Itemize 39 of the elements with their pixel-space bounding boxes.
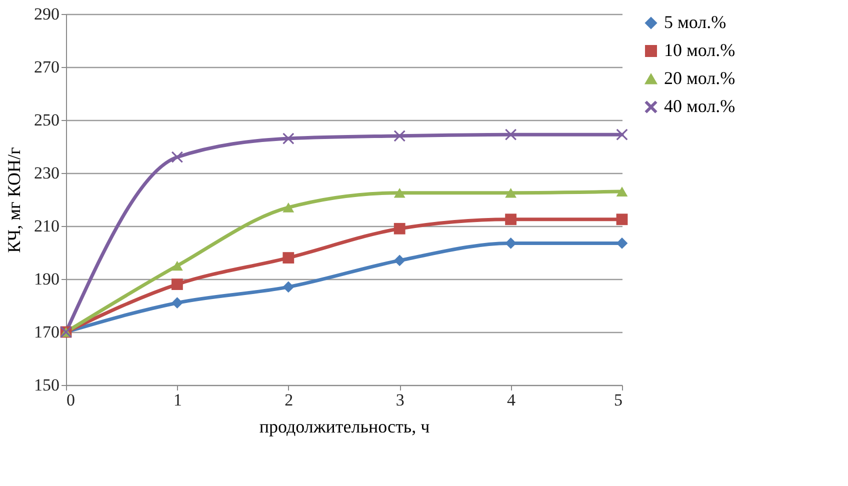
point [172, 297, 183, 309]
x-tick-label: 2 [284, 390, 294, 410]
y-tick-label: 150 [34, 376, 60, 394]
point [282, 132, 294, 144]
point [616, 186, 628, 196]
x-tick-label: 4 [507, 390, 516, 410]
x-tick-label: 1 [173, 390, 182, 410]
y-tick-label: 290 [34, 4, 60, 24]
point [394, 222, 406, 234]
y-tick-label: 190 [34, 270, 60, 288]
point [505, 128, 516, 140]
point [394, 188, 406, 198]
point [616, 214, 628, 226]
legend-label: 40 мол.% [664, 96, 736, 116]
point [505, 238, 516, 249]
x-tick-label: 5 [614, 390, 622, 410]
legend-label: 20 мол.% [664, 68, 736, 88]
y-tick-label: 250 [34, 110, 60, 130]
x-axis-title: продолжительность, ч [259, 416, 430, 436]
y-axis-title: КЧ, мг КОН/г [4, 147, 24, 253]
point [394, 254, 406, 266]
y-tick-label: 170 [34, 322, 60, 342]
point [172, 260, 183, 271]
legend-label: 5 мол.% [664, 12, 726, 32]
y-tick-label: 270 [34, 58, 60, 76]
y-tick-label: 230 [34, 164, 60, 182]
y-tick-label: 210 [34, 216, 60, 236]
point [505, 188, 516, 198]
point [282, 202, 294, 212]
point [282, 281, 294, 293]
point [505, 214, 516, 226]
point [282, 252, 294, 264]
x-tick-label: 3 [396, 390, 404, 410]
point [394, 130, 406, 142]
x-tick-label: 0 [66, 390, 75, 410]
point [172, 151, 183, 163]
point [616, 128, 628, 140]
legend-label: 10 мол.% [664, 40, 736, 60]
point [172, 278, 183, 290]
